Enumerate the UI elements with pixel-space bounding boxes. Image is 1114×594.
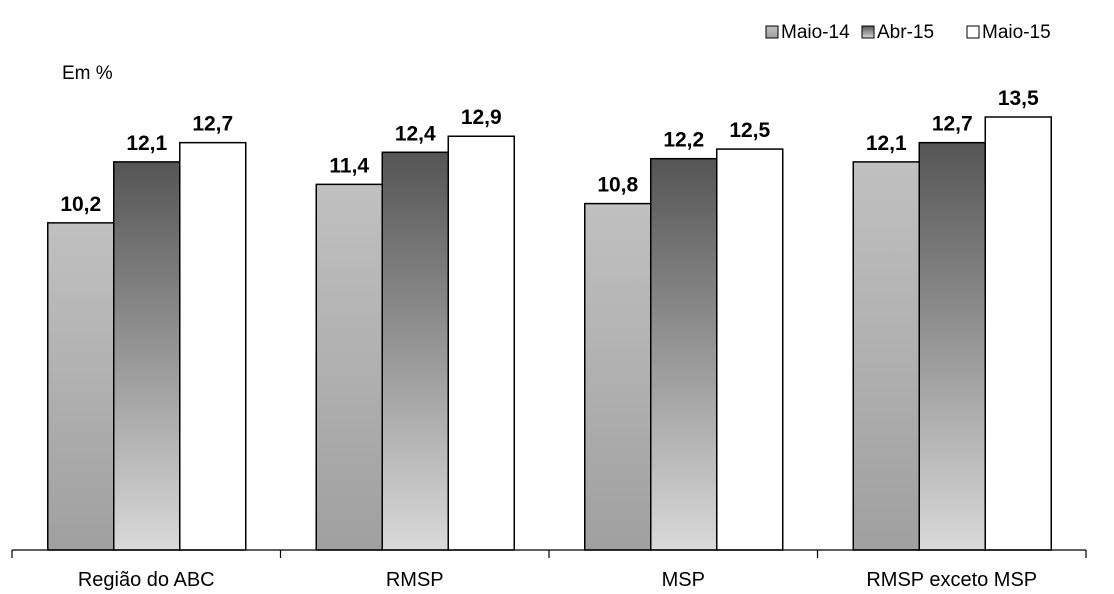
data-label-regiao-do-abc-maio-15: 12,7 — [192, 113, 233, 136]
legend-swatch-abr-15 — [861, 25, 875, 39]
category-label-msp: MSP — [662, 569, 705, 591]
legend-label-maio-15: Maio-15 — [982, 22, 1051, 43]
category-label-regiao-do-abc: Região do ABC — [78, 569, 215, 591]
data-labels-group: 10,2 12,1 12,7 11,4 12,4 12,9 10,8 12,2 12,5 12,1… — [60, 87, 1039, 216]
bar-rmsp-exceto-msp-maio-15 — [984, 116, 1052, 551]
data-label-rmsp-maio-14: 11,4 — [329, 154, 369, 177]
x-axis — [11, 549, 1087, 558]
data-label-msp-maio-14: 10,8 — [597, 174, 638, 197]
bar-msp-maio-14 — [584, 202, 652, 551]
category-label-rmsp-exceto-msp: RMSP exceto MSP — [866, 569, 1037, 591]
bar-rmsp-abr-15 — [381, 151, 449, 551]
bar-msp-abr-15 — [650, 157, 718, 551]
bar-regiao-do-abc-maio-15 — [179, 141, 247, 551]
bar-regiao-do-abc-abr-15 — [113, 161, 181, 551]
data-label-rmsp-exceto-msp-maio-14: 12,1 — [866, 132, 907, 155]
bar-msp-maio-15 — [716, 148, 784, 551]
data-label-rmsp-exceto-msp-maio-15: 13,5 — [998, 87, 1039, 110]
category-labels-group: Região do ABC RMSP MSP RMSP exceto MSP — [78, 569, 1037, 591]
data-label-rmsp-maio-15: 12,9 — [461, 106, 502, 129]
unit-label: Em % — [62, 63, 113, 84]
bar-rmsp-exceto-msp-abr-15 — [918, 141, 986, 551]
data-label-regiao-do-abc-abr-15: 12,1 — [126, 132, 167, 155]
data-label-msp-maio-15: 12,5 — [729, 119, 770, 142]
legend: Maio-14 Abr-15 Maio-15 — [765, 22, 1051, 43]
bar-rmsp-maio-14 — [315, 183, 383, 551]
legend-label-maio-14: Maio-14 — [781, 22, 850, 43]
data-label-regiao-do-abc-maio-14: 10,2 — [60, 193, 101, 216]
data-label-rmsp-abr-15: 12,4 — [395, 122, 436, 145]
bar-rmsp-maio-15 — [447, 135, 515, 551]
bars-group — [47, 116, 1052, 551]
data-label-rmsp-exceto-msp-abr-15: 12,7 — [932, 113, 973, 136]
bar-rmsp-exceto-msp-maio-14 — [852, 161, 920, 551]
legend-label-abr-15: Abr-15 — [877, 22, 934, 43]
legend-swatch-maio-15 — [966, 25, 980, 39]
bar-regiao-do-abc-maio-14 — [47, 222, 115, 551]
data-label-msp-abr-15: 12,2 — [663, 129, 704, 152]
category-label-rmsp: RMSP — [386, 569, 444, 591]
legend-swatch-maio-14 — [765, 25, 779, 39]
